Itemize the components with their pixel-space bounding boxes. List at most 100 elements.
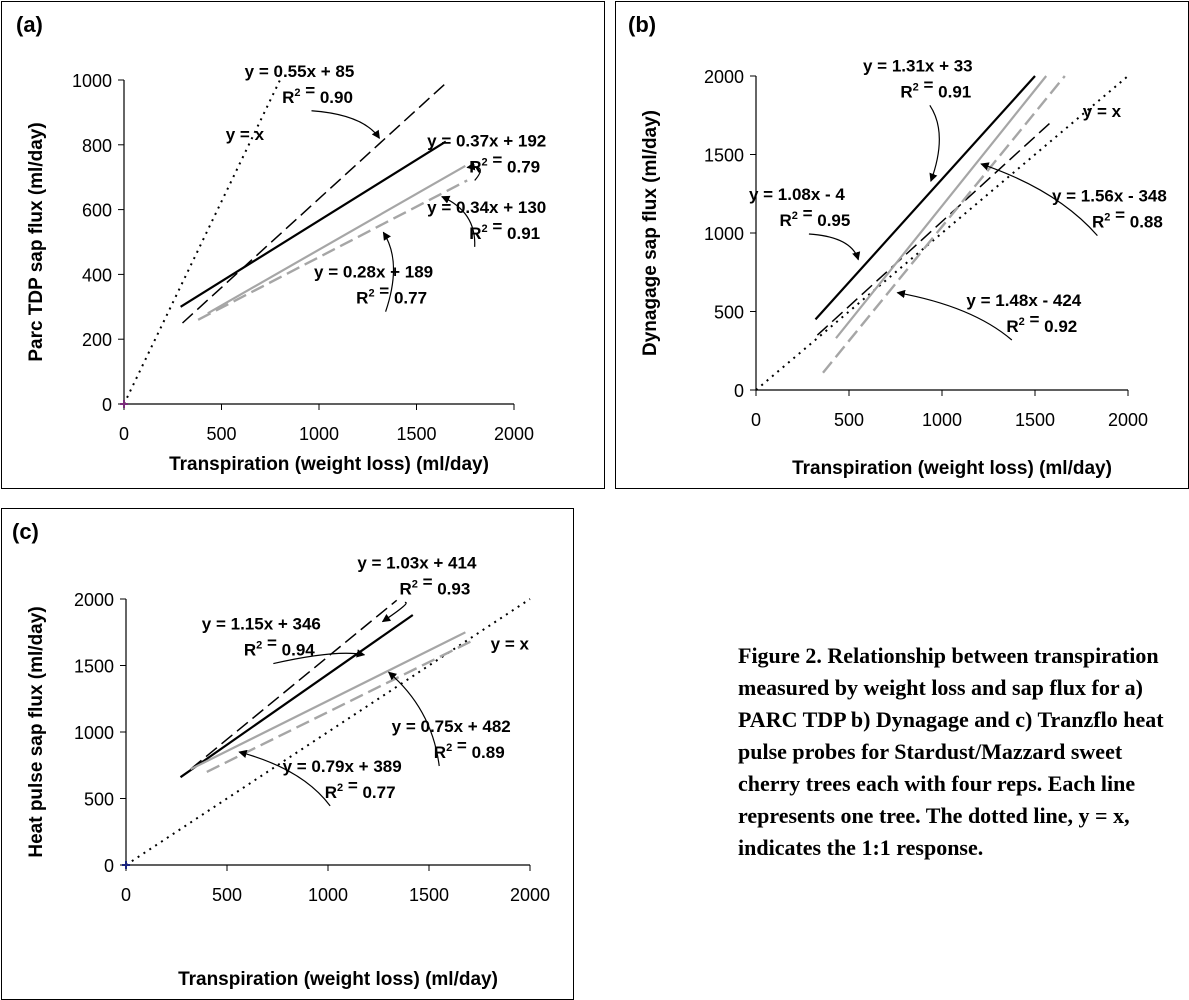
x-tick-label: 500 bbox=[834, 410, 864, 430]
series-line-4 bbox=[822, 75, 1066, 374]
r-squared-label: R2 = 0.91 bbox=[900, 75, 971, 101]
y-tick-label: 2000 bbox=[74, 590, 114, 610]
r-squared-label: R2 = 0.92 bbox=[1006, 310, 1077, 336]
r-squared-label: R2 = 0.89 bbox=[434, 736, 505, 762]
y-tick-label: 1000 bbox=[74, 723, 114, 743]
y-axis-title: Dynagage sap flux (ml/day) bbox=[640, 110, 661, 356]
r-squared-value: 0.88 bbox=[1130, 213, 1163, 232]
y-tick-label: 500 bbox=[714, 303, 744, 323]
y-tick-label: 1000 bbox=[72, 71, 112, 91]
y-tick-label: 0 bbox=[102, 395, 112, 415]
x-tick-label: 1500 bbox=[1015, 410, 1055, 430]
equation-label: y = 0.37x + 192 bbox=[427, 131, 546, 150]
x-tick-label: 1500 bbox=[396, 424, 436, 444]
figure-caption: Figure 2. Relationship between transpira… bbox=[738, 643, 1164, 860]
x-tick-label: 0 bbox=[751, 410, 761, 430]
x-tick-label: 0 bbox=[121, 885, 131, 905]
series-line-2 bbox=[814, 75, 1036, 321]
r-squared-value: 0.94 bbox=[282, 641, 316, 660]
x-tick-label: 0 bbox=[119, 424, 129, 444]
y-tick-label: 1500 bbox=[74, 657, 114, 677]
callout-arrow bbox=[466, 162, 481, 181]
callout-arrow bbox=[273, 649, 366, 665]
equation-label: y = 1.31x + 33 bbox=[863, 56, 973, 75]
x-tick-label: 2000 bbox=[494, 424, 534, 444]
r-squared-value: 0.93 bbox=[437, 579, 470, 598]
equation-label: y = 1.15x + 346 bbox=[202, 615, 321, 634]
x-axis-title: Transpiration (weight loss) (ml/day) bbox=[169, 454, 489, 475]
r-squared-value: 0.92 bbox=[1044, 317, 1077, 336]
equation-label: y = x bbox=[226, 125, 265, 144]
y-tick-label: 400 bbox=[82, 265, 112, 285]
r-squared-value: 0.77 bbox=[394, 289, 427, 308]
r-squared-label: R2 = 0.77 bbox=[356, 282, 427, 308]
origin-point-marker bbox=[120, 400, 128, 408]
y-tick-label: 0 bbox=[734, 381, 744, 401]
equation-label: y = x bbox=[491, 635, 530, 654]
equation-label: y = 0.75x + 482 bbox=[392, 717, 511, 736]
r-squared-label: R2 = 0.77 bbox=[325, 776, 396, 802]
callout-arrow bbox=[980, 162, 1098, 236]
r-squared-value: 0.91 bbox=[938, 82, 971, 101]
y-tick-label: 0 bbox=[104, 856, 114, 876]
callout-arrow bbox=[387, 671, 440, 767]
chart-panel-b: (b) 0 500 1000 1500 2000 0 500 1000 1500 2000 Trans… bbox=[615, 1, 1189, 489]
x-axis-title: Transpiration (weight loss) (ml/day) bbox=[792, 458, 1112, 479]
series-line-4 bbox=[207, 164, 466, 315]
x-tick-label: 1500 bbox=[409, 885, 449, 905]
chart-panel-a: (a) 0 500 1000 1500 2000 0 200 400 600 800 1000 Tran… bbox=[1, 1, 605, 489]
x-axis-title: Transpiration (weight loss) (ml/day) bbox=[178, 969, 498, 990]
series-line-3 bbox=[197, 179, 468, 321]
r-squared-label: R2 = 0.94 bbox=[244, 634, 315, 660]
r-squared-value: 0.77 bbox=[362, 783, 395, 802]
panel-label: (a) bbox=[16, 12, 43, 37]
chart-b-svg: (b) 0 500 1000 1500 2000 0 500 1000 1500 2000 Trans… bbox=[628, 12, 1167, 479]
equation-label: y = 0.55x + 85 bbox=[245, 62, 355, 81]
equation-label: y = 1.48x - 424 bbox=[966, 291, 1081, 310]
y-tick-label: 600 bbox=[82, 201, 112, 221]
callout-arrow bbox=[382, 231, 395, 312]
series-line-4 bbox=[206, 639, 474, 773]
series-line-0 bbox=[755, 75, 1129, 391]
x-tick-label: 2000 bbox=[510, 885, 550, 905]
r-squared-label: R2 = 0.95 bbox=[779, 204, 850, 230]
x-tick-label: 1000 bbox=[308, 885, 348, 905]
x-tick-label: 500 bbox=[206, 424, 236, 444]
equation-label: y = x bbox=[1083, 102, 1122, 121]
equation-label: y = 0.34x + 130 bbox=[427, 198, 546, 217]
callout-arrow bbox=[896, 289, 1013, 341]
series-line-1 bbox=[190, 599, 398, 770]
r-squared-value: 0.79 bbox=[507, 157, 540, 176]
callout-arrow bbox=[238, 749, 331, 807]
y-axis-title: Heat pulse sap flux (ml/day) bbox=[26, 606, 47, 857]
callout-arrow bbox=[808, 233, 861, 261]
r-squared-value: 0.89 bbox=[472, 743, 505, 762]
series-line-1 bbox=[816, 120, 1053, 336]
series-line-2 bbox=[180, 140, 447, 308]
callout-arrow bbox=[381, 601, 407, 623]
callout-arrow bbox=[311, 110, 380, 140]
equation-label: y = 1.08x - 4 bbox=[749, 185, 845, 204]
callout-arrow bbox=[441, 195, 476, 247]
series-line-2 bbox=[179, 614, 414, 779]
origin-point-marker bbox=[122, 861, 130, 869]
y-tick-label: 500 bbox=[84, 790, 114, 810]
x-tick-label: 1000 bbox=[299, 424, 339, 444]
y-tick-label: 200 bbox=[82, 330, 112, 350]
y-tick-label: 1500 bbox=[704, 146, 744, 166]
r-squared-value: 0.95 bbox=[817, 211, 850, 230]
r-squared-label: R2 = 0.90 bbox=[282, 81, 353, 107]
r-squared-label: R2 = 0.91 bbox=[469, 217, 540, 243]
x-tick-label: 2000 bbox=[1108, 410, 1148, 430]
x-tick-label: 1000 bbox=[922, 410, 962, 430]
r-squared-label: R2 = 0.93 bbox=[399, 572, 470, 598]
x-tick-label: 500 bbox=[212, 885, 242, 905]
equation-label: y = 1.56x - 348 bbox=[1052, 187, 1167, 206]
r-squared-value: 0.90 bbox=[320, 88, 353, 107]
chart-panel-c: (c) 0 500 1000 1500 2000 0 500 1000 1500 2000 Trans… bbox=[1, 508, 574, 1000]
series-line-1 bbox=[181, 82, 447, 324]
series-line-3 bbox=[835, 75, 1048, 339]
callout-arrow bbox=[929, 104, 940, 182]
y-axis-title: Parc TDP sap flux (ml/day) bbox=[26, 122, 47, 361]
y-tick-label: 2000 bbox=[704, 67, 744, 87]
